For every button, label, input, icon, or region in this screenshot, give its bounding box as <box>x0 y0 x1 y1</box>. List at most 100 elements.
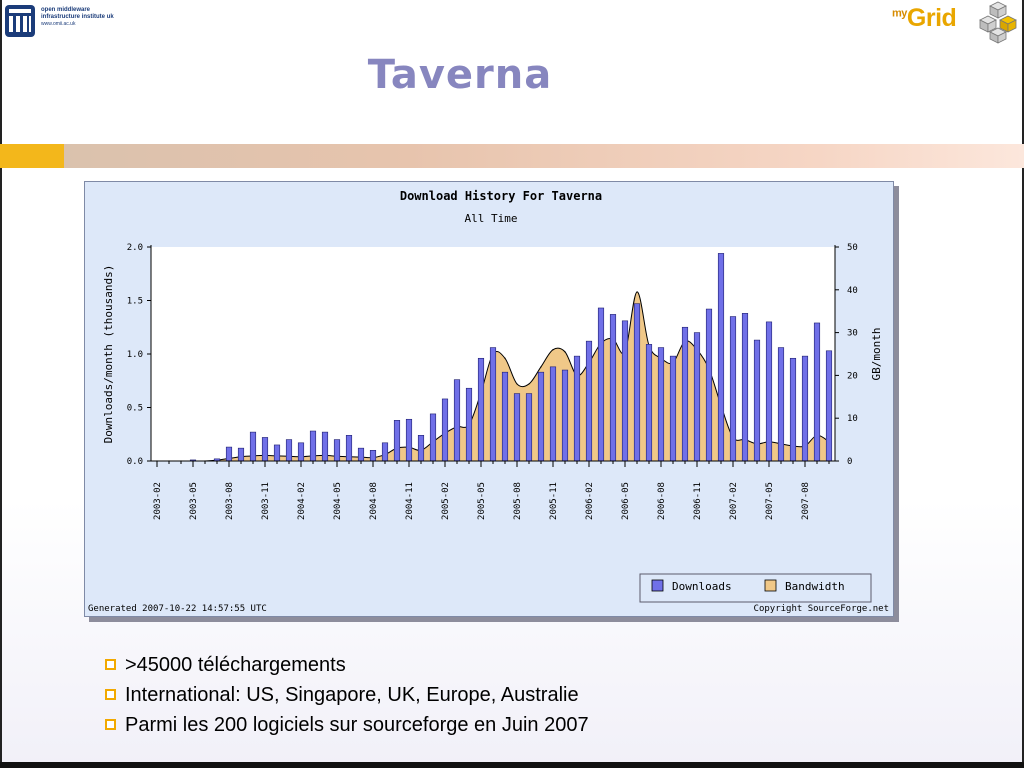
y-left-tick-label: 1.0 <box>127 350 143 360</box>
download-bar <box>249 431 257 462</box>
bullet-item: Parmi les 200 logiciels sur sourceforge … <box>105 710 589 740</box>
bandwidth-point <box>528 383 530 385</box>
chart-ticks: 0.0 0.5 1.0 1.5 2.0 0 10 20 30 40 50 2003-02 2003-05… <box>127 243 858 520</box>
legend-downloads-swatch <box>651 579 664 592</box>
omii-line-1: open middleware <box>41 7 91 13</box>
y-right-tick-label: 10 <box>847 414 858 424</box>
y-left-tick-label: 1.5 <box>127 297 143 307</box>
download-bar <box>357 447 365 462</box>
download-history-chart: Download History For Taverna All Time Do… <box>84 181 894 617</box>
chart-generated-note: Generated 2007-10-22 14:57:55 UTC <box>88 604 267 614</box>
legend-downloads-label: Downloads <box>672 580 732 593</box>
mygrid-wordmark: myGrid <box>892 4 957 33</box>
chart-legend: Downloads Bandwidth <box>639 573 872 603</box>
download-bar <box>405 418 413 462</box>
download-bar <box>537 371 545 462</box>
mygrid-word: Grid <box>906 4 957 32</box>
omii-logo: open middleware infrastructure institute… <box>4 4 154 40</box>
download-bar <box>801 355 809 462</box>
download-bar <box>369 449 377 462</box>
download-bar <box>489 347 497 462</box>
bullet-text-international: International: US, Singapore, UK, Europe… <box>125 684 579 706</box>
download-bar <box>297 442 305 462</box>
download-bar <box>825 350 833 462</box>
mygrid-cube-logo-icon <box>979 1 1017 44</box>
download-bar <box>621 320 629 462</box>
downloads-series <box>189 253 833 462</box>
x-tick-label: 2003-11 <box>261 482 271 520</box>
omii-logo-icon <box>5 5 35 37</box>
x-tick-label: 2007-05 <box>765 482 775 520</box>
y-left-tick-label: 0.0 <box>127 457 143 467</box>
download-bar <box>561 369 569 462</box>
download-bar <box>309 430 317 462</box>
download-bar <box>261 437 269 462</box>
mygrid-prefix: my <box>892 7 907 20</box>
slide-frame-right <box>1022 0 1024 768</box>
download-bar <box>669 355 677 462</box>
download-bar <box>237 447 245 462</box>
x-tick-label: 2004-11 <box>405 482 415 520</box>
download-bar <box>753 339 761 462</box>
y-right-tick-label: 50 <box>847 243 858 253</box>
download-bar <box>273 444 281 462</box>
slide-frame-bottom <box>0 762 1024 768</box>
bullet-list: >45000 téléchargements International: US… <box>105 650 589 740</box>
x-tick-label: 2007-02 <box>729 482 739 520</box>
mygrid-logo: myGrid <box>892 0 1022 46</box>
download-bar <box>441 398 449 462</box>
bullet-text-downloads: >45000 téléchargements <box>125 654 346 676</box>
omii-line-2: infrastructure institute uk <box>41 14 114 20</box>
download-bar <box>501 371 509 462</box>
x-tick-label: 2004-02 <box>297 482 307 520</box>
download-bar <box>789 357 797 462</box>
download-bar <box>417 435 425 462</box>
download-bar <box>465 387 473 462</box>
download-bar <box>477 357 485 462</box>
x-tick-label: 2004-08 <box>369 482 379 520</box>
download-bar <box>321 431 329 462</box>
bullet-square-icon <box>105 659 116 670</box>
chart-copyright-note: Copyright SourceForge.net <box>754 604 889 614</box>
download-bar <box>693 332 701 462</box>
download-bar <box>549 366 557 462</box>
x-tick-label: 2005-08 <box>513 482 523 520</box>
y-right-tick-label: 40 <box>847 286 858 296</box>
download-bar <box>609 314 617 462</box>
download-bar <box>285 439 293 462</box>
y-right-tick-label: 0 <box>847 457 852 467</box>
bullet-text-ranking: Parmi les 200 logiciels sur sourceforge … <box>125 714 589 736</box>
download-bar <box>717 253 725 462</box>
chart-subtitle: All Time <box>465 212 518 225</box>
y-left-tick-label: 2.0 <box>127 243 143 253</box>
download-bar <box>777 347 785 462</box>
download-bar <box>393 420 401 462</box>
slide-title: Taverna <box>367 52 553 98</box>
x-tick-label: 2005-11 <box>549 482 559 520</box>
download-bar <box>645 344 653 462</box>
download-bar <box>345 435 353 462</box>
legend-bandwidth-swatch <box>764 579 777 592</box>
legend-bandwidth-label: Bandwidth <box>785 580 845 593</box>
y-right-tick-label: 30 <box>847 329 858 339</box>
download-bar <box>813 322 821 462</box>
x-tick-label: 2006-08 <box>657 482 667 520</box>
bullet-square-icon <box>105 719 116 730</box>
y-axis-label-right: GB/month <box>870 328 883 381</box>
download-bar <box>573 355 581 462</box>
download-bar <box>705 308 713 462</box>
bandwidth-point <box>516 383 518 385</box>
chart-svg: Download History For Taverna All Time Do… <box>88 189 889 614</box>
x-tick-label: 2007-08 <box>801 482 811 520</box>
legend-box <box>639 573 872 603</box>
title-divider-accent <box>0 144 64 168</box>
title-divider-bar <box>0 144 1024 168</box>
x-tick-label: 2006-11 <box>693 482 703 520</box>
bandwidth-point <box>552 349 554 351</box>
download-bar <box>429 413 437 462</box>
download-bar <box>453 379 461 462</box>
bandwidth-point <box>504 357 506 359</box>
download-bar <box>657 347 665 462</box>
x-tick-label: 2006-02 <box>585 482 595 520</box>
y-right-tick-label: 20 <box>847 371 858 381</box>
